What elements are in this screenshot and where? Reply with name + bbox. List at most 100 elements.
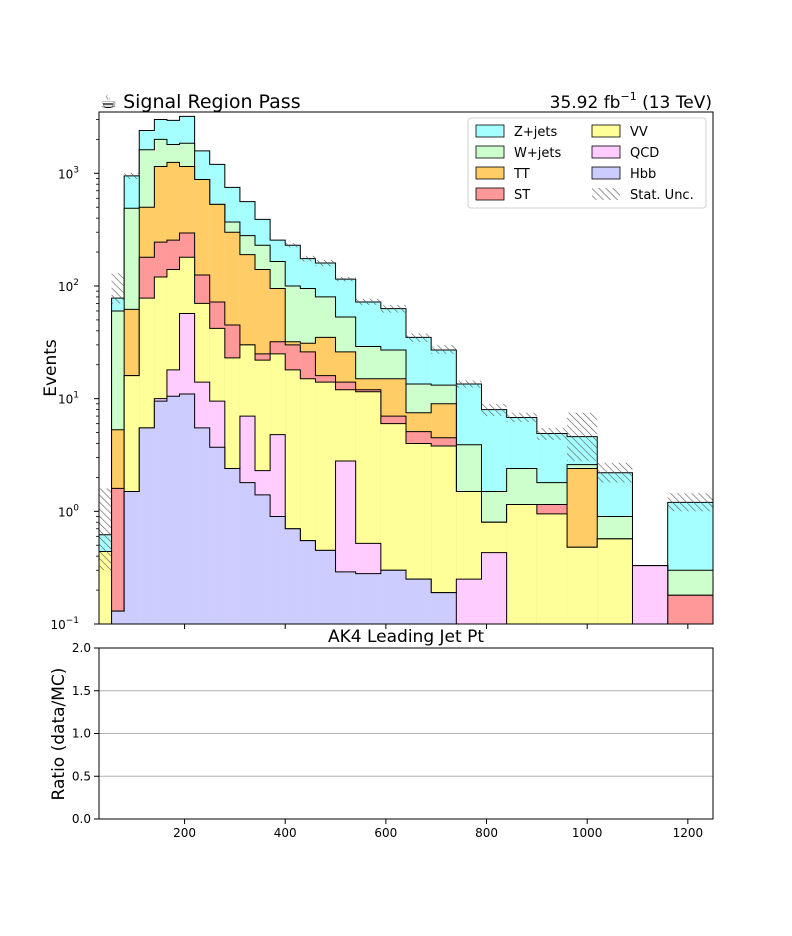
legend-label: W+jets — [514, 146, 561, 161]
bar-hbb-1 — [111, 611, 125, 624]
legend-item-qcd: QCD — [591, 145, 659, 161]
stat-unc-band-28 — [667, 493, 713, 512]
bar-hbb-13 — [285, 528, 301, 624]
bar-hbb-3 — [139, 427, 155, 624]
main-histogram-plot: 10−1 100 101 102 103 Events — [41, 111, 714, 632]
ratio-x-tick-label: 1000 — [572, 826, 603, 840]
ratio-x-tick-label: 600 — [374, 826, 397, 840]
bar-qcd-22 — [481, 552, 507, 624]
main-y-axis-label: Events — [41, 339, 61, 397]
bar-hbb-7 — [194, 427, 210, 624]
legend-swatch — [591, 166, 621, 180]
chart-title: ☕ Signal Region Pass — [100, 91, 301, 113]
bar-hbb-11 — [255, 494, 271, 624]
legend-label: Hbb — [630, 167, 656, 182]
bar-st-28 — [667, 595, 713, 624]
bar-hbb-16 — [335, 571, 356, 624]
legend-label: Stat. Unc. — [630, 188, 694, 203]
bar-vv-23 — [506, 504, 537, 624]
step-outline-w-jets — [99, 138, 713, 571]
stat-unc-band-20 — [431, 344, 457, 354]
ratio-x-tick-label: 200 — [173, 826, 196, 840]
legend-item-w-jets: W+jets — [475, 145, 561, 161]
legend-swatch — [591, 124, 621, 138]
legend-item-z-jets: Z+jets — [475, 124, 558, 140]
main-y-tick-label: 103 — [58, 165, 79, 181]
bar-hbb-10 — [239, 482, 256, 624]
ratio-y-tick-label: 0.5 — [72, 769, 91, 783]
bar-hbb-18 — [380, 570, 406, 624]
stat-unc-band-2 — [124, 172, 140, 180]
bar-hbb-19 — [406, 579, 432, 624]
bar-hbb-4 — [154, 401, 167, 624]
stat-unc-band-15 — [315, 260, 336, 267]
bar-st-1 — [111, 488, 125, 624]
series-hbb — [99, 393, 713, 624]
bar-vv-24 — [536, 513, 568, 624]
legend-swatch — [475, 124, 505, 138]
legend: Z+jets VV W+jets QCD TT Hbb ST Stat. Unc. — [467, 117, 707, 209]
main-y-tick-label: 102 — [58, 278, 79, 294]
legend-label: QCD — [630, 146, 659, 161]
bar-hbb-5 — [166, 396, 180, 624]
stat-unc-band-23 — [506, 412, 537, 423]
bar-vv-26 — [597, 538, 633, 624]
ratio-plot: AK4 Leading Jet Pt 0.0 0.5 1.0 1.5 2.0 200 40… — [49, 627, 714, 840]
legend-label: VV — [630, 125, 648, 140]
ratio-panel-title: AK4 Leading Jet Pt — [328, 627, 484, 647]
bar-hbb-20 — [431, 592, 457, 624]
stat-unc-band-22 — [481, 403, 507, 417]
legend-item-tt: TT — [475, 166, 530, 182]
legend-frame — [467, 117, 707, 209]
stat-unc-band-24 — [536, 427, 568, 440]
legend-swatch — [475, 145, 505, 159]
legend-label: ST — [514, 188, 530, 203]
bar-hbb-6 — [179, 393, 195, 624]
stat-unc-band-14 — [300, 255, 316, 262]
bar-hbb-12 — [270, 516, 286, 624]
main-y-tick-label: 10−1 — [50, 616, 79, 632]
stat-unc-band-17 — [355, 298, 381, 305]
ratio-y-tick-label: 1.0 — [72, 727, 91, 741]
legend-swatch — [592, 188, 620, 200]
main-plot-frame — [98, 111, 714, 625]
bar-hbb-15 — [315, 550, 336, 624]
bar-hbb-2 — [124, 491, 140, 624]
ratio-y-tick-label: 0.0 — [72, 812, 91, 826]
bar-hbb-17 — [355, 573, 381, 624]
bar-hbb-14 — [300, 540, 316, 624]
luminosity-label: 35.92 fb−1 (13 TeV) — [550, 90, 712, 113]
bar-vv-25 — [567, 547, 598, 624]
ratio-x-tick-label: 400 — [274, 826, 297, 840]
ratio-y-axis-label: Ratio (data/MC) — [49, 668, 69, 801]
legend-swatch — [591, 145, 621, 159]
ratio-x-tick-label: 800 — [475, 826, 498, 840]
stat-unc-band-25 — [567, 412, 598, 461]
ratio-x-tick-label: 1200 — [673, 826, 704, 840]
legend-swatch — [475, 166, 505, 180]
legend-item-hbb: Hbb — [591, 166, 656, 182]
legend-label: Z+jets — [514, 125, 558, 140]
stat-unc-band-18 — [380, 304, 406, 313]
stat-unc-band-26 — [597, 462, 633, 483]
main-y-tick-label: 100 — [58, 503, 79, 519]
stat-unc-band-1 — [111, 273, 125, 304]
stat-unc-band-0 — [99, 488, 112, 571]
step-outline-hbb — [99, 393, 713, 624]
legend-item-vv: VV — [591, 124, 648, 140]
legend-label: TT — [513, 167, 530, 182]
legend-swatch — [475, 187, 505, 201]
bar-qcd-27 — [632, 565, 668, 624]
stat-unc-band-21 — [456, 380, 482, 388]
main-y-tick-label: 101 — [58, 391, 79, 407]
stat-unc-band-16 — [335, 277, 356, 282]
step-outline-vv — [99, 256, 713, 624]
ratio-y-tick-label: 2.0 — [72, 641, 91, 655]
bar-hbb-8 — [209, 447, 225, 624]
stat-unc-band-19 — [406, 333, 432, 342]
legend-item-stat-unc-: Stat. Unc. — [592, 188, 694, 203]
bar-qcd-21 — [456, 579, 482, 624]
bar-hbb-9 — [224, 468, 240, 624]
legend-item-st: ST — [475, 187, 530, 203]
